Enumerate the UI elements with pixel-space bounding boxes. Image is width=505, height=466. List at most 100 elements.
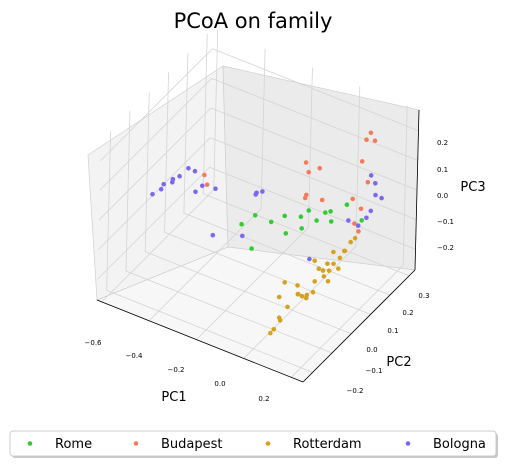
point-bologna [379, 195, 384, 201]
point-rotterdam [304, 292, 310, 298]
point-rotterdam [277, 318, 283, 323]
point-rotterdam [296, 291, 301, 297]
chart-title: PCoA on family [174, 9, 333, 33]
point-bologna [200, 183, 205, 189]
grid-line-x-floor [148, 208, 262, 322]
legend-marker [405, 441, 411, 446]
point-bologna [364, 215, 369, 221]
point-bologna [253, 192, 258, 197]
point-bologna [150, 191, 155, 197]
legend: Rome Budapest Rotterdam Bologna [9, 430, 498, 458]
point-rotterdam [331, 249, 336, 255]
point-bologna [158, 186, 164, 192]
point-bologna [186, 166, 191, 171]
grid-line-y-floor [164, 232, 371, 315]
point-rotterdam [331, 261, 336, 267]
point-rotterdam [320, 268, 326, 273]
point-rotterdam [321, 274, 327, 279]
y-tick-label: 0.3 [418, 292, 429, 300]
point-rotterdam [312, 258, 318, 264]
point-rotterdam [299, 293, 305, 299]
grid-line-z-side [100, 48, 213, 162]
point-budapest [372, 138, 378, 143]
scatter-points [150, 130, 384, 336]
point-budapest [317, 165, 323, 171]
grid-lines [97, 29, 419, 378]
point-bologna [307, 256, 312, 262]
point-bologna [355, 223, 361, 228]
point-rotterdam [316, 266, 322, 272]
point-rome [239, 221, 244, 227]
point-rotterdam [295, 283, 300, 288]
x-tick-label: −0.6 [85, 339, 103, 347]
point-rotterdam [342, 248, 348, 254]
grid-line-z-back [211, 77, 418, 161]
point-bologna [373, 181, 378, 186]
point-bologna [193, 189, 198, 195]
z-tick-label: 0.1 [437, 166, 448, 174]
y-axis-label: PC2 [386, 355, 411, 370]
y-tick-label: −0.2 [347, 387, 364, 395]
point-rotterdam [310, 289, 316, 295]
z-axis-label: PC3 [460, 180, 485, 195]
point-rome [249, 246, 254, 251]
point-budapest [303, 160, 309, 165]
point-rotterdam [326, 268, 332, 274]
x-axis-line [96, 299, 304, 383]
grid-line-y-floor [183, 212, 391, 296]
point-rotterdam [325, 279, 331, 284]
z-tick-label: −0.1 [437, 218, 454, 226]
z-axis-line [414, 109, 420, 271]
point-bologna [368, 173, 374, 178]
grid-line-z-side [97, 166, 210, 280]
z-tick-label: 0.2 [437, 139, 448, 147]
grid-line-x-floor [290, 265, 404, 378]
point-bologna [170, 176, 176, 182]
grid-line-x-floor [101, 189, 215, 303]
point-budapest [352, 221, 357, 226]
point-rotterdam [285, 304, 290, 310]
point-budapest [306, 169, 312, 175]
point-budapest [364, 137, 369, 142]
grid-line-y-floor [203, 193, 410, 277]
point-rome [359, 218, 365, 223]
y-axis-line [302, 269, 416, 383]
axis-panes [87, 65, 420, 383]
point-budapest [304, 192, 309, 198]
point-budapest [356, 229, 361, 234]
legend-marker [265, 441, 271, 446]
point-bologna [240, 233, 245, 239]
point-rome [328, 219, 334, 224]
x-ticks: −0.6 −0.4 −0.2 0.0 0.2 [85, 339, 270, 403]
point-rome [282, 213, 288, 219]
x-tick-label: 0.2 [258, 395, 269, 403]
point-rome [328, 209, 333, 214]
point-budapest [350, 196, 356, 202]
point-budapest [319, 197, 325, 203]
point-bologna [213, 186, 218, 191]
grid-line-z-back [212, 48, 419, 132]
point-bologna [177, 173, 182, 179]
point-bologna [161, 181, 166, 187]
legend-label: Bologna [433, 437, 486, 452]
y-ticks: −0.2 −0.1 0.0 0.1 0.2 0.3 [347, 292, 430, 395]
point-bologna [346, 218, 351, 223]
point-budapest [368, 130, 374, 136]
point-rotterdam [352, 235, 358, 241]
point-rome [283, 231, 289, 236]
point-rome [323, 210, 328, 215]
x-tick-label: −0.4 [126, 352, 144, 360]
point-budapest [365, 179, 371, 185]
point-rotterdam [348, 239, 354, 245]
point-rotterdam [268, 330, 273, 336]
y-tick-label: 0.2 [402, 309, 413, 317]
grid-line-x-floor [196, 227, 309, 340]
y-tick-label: 0.1 [387, 327, 398, 335]
point-rome [268, 219, 274, 225]
z-tick-label: 0.0 [437, 192, 448, 200]
point-bologna [192, 168, 198, 174]
point-budapest [204, 182, 210, 187]
legend-marker [133, 441, 139, 446]
x-axis-label: PC1 [161, 390, 186, 405]
point-budapest [359, 159, 365, 164]
